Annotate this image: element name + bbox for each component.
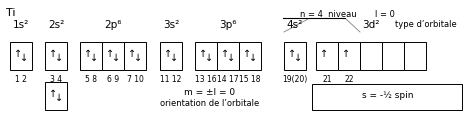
- Text: 3p⁶: 3p⁶: [219, 20, 237, 30]
- Text: 6 9: 6 9: [107, 75, 119, 84]
- Text: ↑: ↑: [49, 49, 57, 59]
- Text: ↑: ↑: [128, 49, 136, 59]
- Text: 4s²: 4s²: [287, 20, 303, 30]
- Bar: [45, 82, 67, 110]
- Text: 11 12: 11 12: [160, 75, 182, 84]
- Bar: [284, 42, 306, 70]
- Text: 2p⁶: 2p⁶: [104, 20, 122, 30]
- Text: ↓: ↓: [55, 53, 63, 63]
- Text: ↓: ↓: [205, 53, 213, 63]
- Text: ↑: ↑: [342, 49, 350, 59]
- Text: 3s²: 3s²: [163, 20, 179, 30]
- Bar: [45, 42, 67, 70]
- Text: ↑: ↑: [288, 49, 296, 59]
- Text: ↑: ↑: [84, 49, 92, 59]
- Text: ↑: ↑: [243, 49, 251, 59]
- Text: 21: 21: [322, 75, 332, 84]
- Text: ↑: ↑: [221, 49, 229, 59]
- Text: ↑: ↑: [14, 49, 22, 59]
- Bar: [404, 42, 426, 70]
- Text: l = 0: l = 0: [375, 10, 395, 19]
- Bar: [160, 42, 182, 70]
- Bar: [102, 42, 124, 70]
- Text: 13 16: 13 16: [195, 75, 217, 84]
- Bar: [217, 42, 239, 70]
- Bar: [312, 84, 462, 110]
- Bar: [239, 42, 261, 70]
- Text: ↓: ↓: [227, 53, 235, 63]
- Text: 22: 22: [344, 75, 354, 84]
- Bar: [338, 42, 360, 70]
- Text: 14 17: 14 17: [217, 75, 239, 84]
- Text: ↓: ↓: [55, 93, 63, 103]
- Text: m = ±l = 0: m = ±l = 0: [184, 88, 236, 97]
- Text: ↓: ↓: [294, 53, 302, 63]
- Text: ↑: ↑: [320, 49, 328, 59]
- Text: ↑: ↑: [49, 89, 57, 99]
- Text: ↓: ↓: [112, 53, 120, 63]
- Text: ↑: ↑: [164, 49, 172, 59]
- Text: orientation de l’orbitale: orientation de l’orbitale: [160, 99, 260, 108]
- Text: 1s²: 1s²: [13, 20, 29, 30]
- Text: n = 4  niveau: n = 4 niveau: [300, 10, 356, 19]
- Text: 2s²: 2s²: [48, 20, 64, 30]
- Text: ↑: ↑: [199, 49, 207, 59]
- Bar: [360, 42, 382, 70]
- Text: ↓: ↓: [90, 53, 98, 63]
- Text: 19(20): 19(20): [283, 75, 308, 84]
- Bar: [124, 42, 146, 70]
- Text: 7 10: 7 10: [127, 75, 144, 84]
- Text: 3 4: 3 4: [50, 75, 62, 84]
- Bar: [382, 42, 404, 70]
- Bar: [10, 42, 32, 70]
- Text: ↓: ↓: [20, 53, 28, 63]
- Text: Ti: Ti: [6, 8, 15, 18]
- Text: ↓: ↓: [249, 53, 257, 63]
- Bar: [316, 42, 338, 70]
- Text: 15 18: 15 18: [239, 75, 261, 84]
- Text: 1 2: 1 2: [15, 75, 27, 84]
- Text: ↓: ↓: [170, 53, 178, 63]
- Bar: [80, 42, 102, 70]
- Text: s = -½ spin: s = -½ spin: [362, 91, 414, 100]
- Text: 3d²: 3d²: [362, 20, 380, 30]
- Text: type d’orbitale: type d’orbitale: [395, 20, 457, 29]
- Text: ↓: ↓: [134, 53, 142, 63]
- Text: 5 8: 5 8: [85, 75, 97, 84]
- Bar: [195, 42, 217, 70]
- Text: ↑: ↑: [106, 49, 114, 59]
